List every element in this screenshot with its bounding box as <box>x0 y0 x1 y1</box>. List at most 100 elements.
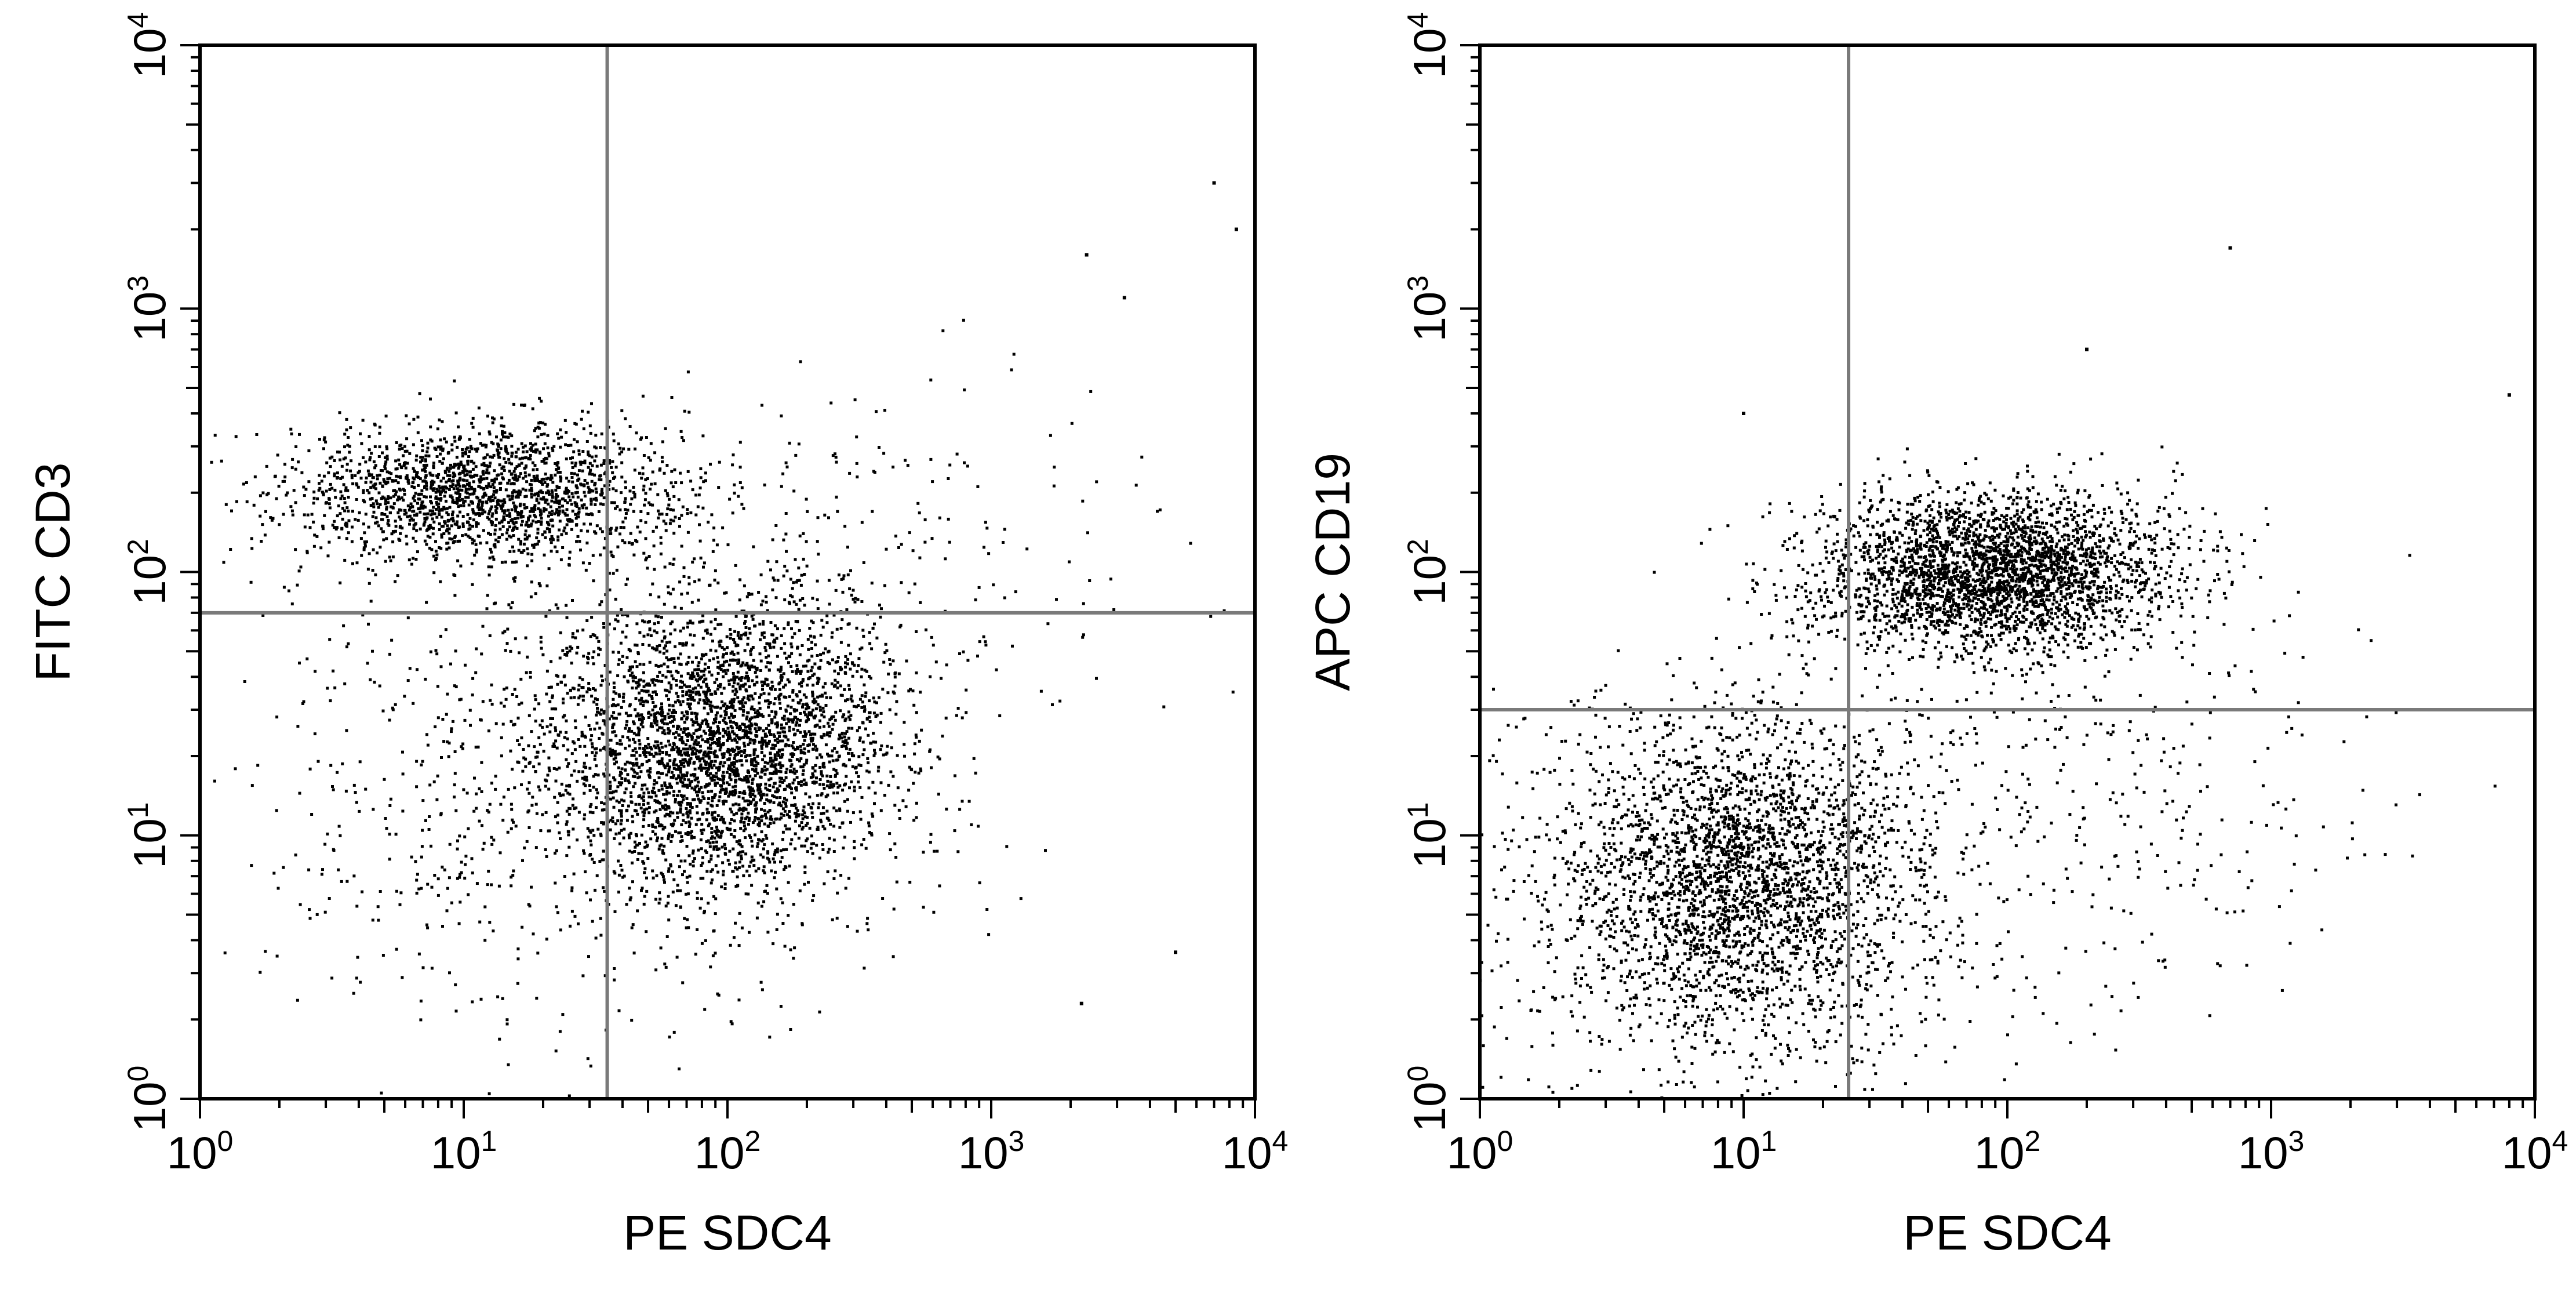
data-point <box>806 837 809 841</box>
data-point <box>647 693 651 697</box>
data-point <box>763 754 766 758</box>
data-point <box>860 796 864 799</box>
data-point <box>769 661 772 664</box>
data-point <box>566 492 569 495</box>
data-point <box>475 495 479 499</box>
data-point <box>517 537 521 541</box>
data-point <box>560 435 563 439</box>
data-point <box>745 815 749 819</box>
data-point <box>734 885 738 888</box>
data-point <box>620 812 623 815</box>
data-point <box>461 522 465 525</box>
data-point <box>748 754 752 757</box>
data-point <box>847 877 850 880</box>
data-point <box>396 481 400 485</box>
data-point <box>470 500 474 504</box>
data-point <box>808 826 812 830</box>
data-point <box>485 541 489 544</box>
data-point <box>632 491 635 494</box>
data-point <box>812 635 816 638</box>
data-point <box>787 623 790 626</box>
data-point <box>721 743 724 747</box>
data-point <box>518 464 521 467</box>
data-point <box>789 594 792 597</box>
data-point <box>255 433 259 436</box>
data-point <box>844 764 847 768</box>
data-point <box>373 445 377 448</box>
data-point <box>690 752 694 756</box>
data-point <box>755 723 758 727</box>
data-point <box>817 553 820 556</box>
data-point <box>631 542 634 545</box>
data-point <box>737 774 740 777</box>
data-point <box>861 753 865 757</box>
data-point <box>743 622 746 625</box>
data-point <box>852 589 855 592</box>
data-point <box>363 540 366 544</box>
data-point <box>613 778 617 782</box>
data-point <box>708 733 712 736</box>
data-point <box>694 513 698 517</box>
data-point <box>556 535 560 539</box>
data-point <box>685 771 689 775</box>
data-point <box>342 483 345 486</box>
data-point <box>658 670 661 674</box>
data-point <box>719 746 723 749</box>
data-point <box>758 701 761 704</box>
data-point <box>527 518 530 522</box>
data-point <box>825 696 828 699</box>
data-point <box>581 695 585 698</box>
data-point <box>506 481 510 485</box>
data-point <box>558 471 562 474</box>
data-point <box>510 445 514 448</box>
data-point <box>717 799 721 802</box>
data-point <box>540 399 543 403</box>
data-point <box>678 767 682 770</box>
data-point <box>812 775 815 779</box>
data-point <box>801 827 804 831</box>
data-point <box>729 778 733 782</box>
data-point <box>458 525 461 529</box>
data-point <box>806 638 810 641</box>
data-point <box>392 495 395 498</box>
data-point <box>765 678 769 681</box>
data-point <box>478 485 481 488</box>
data-point <box>432 462 435 465</box>
data-point <box>687 754 690 757</box>
data-point <box>710 673 714 677</box>
data-point <box>645 787 649 791</box>
data-point <box>656 645 659 648</box>
data-point <box>394 479 398 482</box>
data-point <box>692 723 695 727</box>
data-point <box>540 478 544 481</box>
data-point <box>663 765 667 768</box>
data-point <box>617 663 620 666</box>
data-point <box>775 796 778 800</box>
data-point <box>719 623 723 626</box>
data-point <box>841 822 844 825</box>
data-point <box>503 509 507 513</box>
data-point <box>531 543 534 547</box>
data-point <box>681 644 685 647</box>
data-point <box>703 767 706 770</box>
data-point <box>491 421 494 424</box>
data-point <box>860 706 864 709</box>
data-point <box>763 809 766 812</box>
data-point <box>439 480 443 483</box>
data-point <box>711 640 714 643</box>
data-point <box>374 499 378 503</box>
data-point <box>612 651 615 654</box>
data-point <box>974 598 977 602</box>
data-point <box>525 506 529 509</box>
data-point <box>613 627 616 631</box>
data-point <box>731 463 734 467</box>
data-point <box>500 561 504 564</box>
data-point <box>435 455 439 458</box>
data-point <box>472 462 476 465</box>
data-point <box>439 438 442 442</box>
data-point <box>473 474 476 477</box>
data-point <box>588 811 592 814</box>
data-point <box>603 537 607 540</box>
data-point <box>770 763 774 767</box>
data-point <box>459 460 463 464</box>
